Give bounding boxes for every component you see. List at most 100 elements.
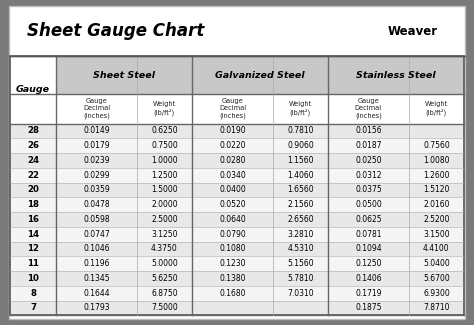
Text: 0.1793: 0.1793 bbox=[83, 303, 110, 312]
Text: Gauge
Decimal
(inches): Gauge Decimal (inches) bbox=[355, 98, 382, 119]
Text: 2.1560: 2.1560 bbox=[287, 200, 314, 209]
Text: 7.0310: 7.0310 bbox=[287, 289, 314, 298]
Text: 0.0239: 0.0239 bbox=[83, 156, 110, 165]
Text: 0.0190: 0.0190 bbox=[219, 126, 246, 136]
Text: 1.4060: 1.4060 bbox=[287, 171, 314, 180]
Text: 11: 11 bbox=[27, 259, 39, 268]
Text: 1.0080: 1.0080 bbox=[423, 156, 450, 165]
Text: 0.0400: 0.0400 bbox=[219, 186, 246, 194]
Bar bbox=[10, 183, 464, 197]
Text: 0.0156: 0.0156 bbox=[355, 126, 382, 136]
Text: 2.6560: 2.6560 bbox=[287, 215, 314, 224]
Bar bbox=[10, 153, 464, 168]
Text: 5.0400: 5.0400 bbox=[423, 259, 450, 268]
Text: 20: 20 bbox=[27, 186, 39, 194]
Text: 1.2500: 1.2500 bbox=[151, 171, 178, 180]
Text: 7.5000: 7.5000 bbox=[151, 303, 178, 312]
Bar bbox=[10, 124, 464, 138]
Text: Gauge
Decimal
(inches): Gauge Decimal (inches) bbox=[219, 98, 246, 119]
Text: Weight
(lb/ft²): Weight (lb/ft²) bbox=[289, 101, 312, 116]
Bar bbox=[56, 56, 191, 94]
Text: 1.1560: 1.1560 bbox=[287, 156, 314, 165]
Text: 2.0160: 2.0160 bbox=[423, 200, 450, 209]
Text: 0.0359: 0.0359 bbox=[83, 186, 110, 194]
Text: 0.7560: 0.7560 bbox=[423, 141, 450, 150]
Bar bbox=[10, 256, 464, 271]
Text: 0.1046: 0.1046 bbox=[83, 244, 110, 254]
Text: 4.3750: 4.3750 bbox=[151, 244, 178, 254]
Text: 0.1875: 0.1875 bbox=[355, 303, 382, 312]
Text: 0.0598: 0.0598 bbox=[83, 215, 110, 224]
Text: 0.1380: 0.1380 bbox=[219, 274, 246, 283]
Text: 24: 24 bbox=[27, 156, 39, 165]
Bar bbox=[10, 197, 464, 212]
Text: Sheet Steel: Sheet Steel bbox=[93, 71, 155, 80]
Text: 0.0312: 0.0312 bbox=[355, 171, 382, 180]
Text: 5.6700: 5.6700 bbox=[423, 274, 450, 283]
Text: 0.1250: 0.1250 bbox=[355, 259, 382, 268]
Text: 7.8710: 7.8710 bbox=[423, 303, 450, 312]
Text: Gauge: Gauge bbox=[16, 85, 50, 94]
Bar bbox=[10, 56, 464, 315]
Text: Galvanized Steel: Galvanized Steel bbox=[215, 71, 304, 80]
Text: 5.0000: 5.0000 bbox=[151, 259, 178, 268]
Text: 3.2810: 3.2810 bbox=[287, 230, 314, 239]
Text: 8: 8 bbox=[30, 289, 36, 298]
Text: 0.1230: 0.1230 bbox=[219, 259, 246, 268]
Text: 0.6250: 0.6250 bbox=[151, 126, 178, 136]
Text: 3.1250: 3.1250 bbox=[151, 230, 178, 239]
Text: 0.9060: 0.9060 bbox=[287, 141, 314, 150]
Text: 0.7810: 0.7810 bbox=[287, 126, 314, 136]
Text: 0.0781: 0.0781 bbox=[355, 230, 382, 239]
Bar bbox=[10, 241, 464, 256]
Text: Stainless Steel: Stainless Steel bbox=[356, 71, 436, 80]
Text: 0.0250: 0.0250 bbox=[355, 156, 382, 165]
Text: Weight
(lb/ft²): Weight (lb/ft²) bbox=[425, 101, 448, 116]
Text: Sheet Gauge Chart: Sheet Gauge Chart bbox=[27, 22, 205, 40]
Bar bbox=[328, 56, 464, 94]
Text: 0.1080: 0.1080 bbox=[219, 244, 246, 254]
Text: 0.1196: 0.1196 bbox=[83, 259, 110, 268]
Text: Weaver: Weaver bbox=[387, 25, 438, 38]
Text: 0.0220: 0.0220 bbox=[219, 141, 246, 150]
Text: 22: 22 bbox=[27, 171, 39, 180]
Text: 28: 28 bbox=[27, 126, 39, 136]
Bar bbox=[10, 301, 464, 315]
Text: 0.0179: 0.0179 bbox=[83, 141, 110, 150]
Text: 2.5000: 2.5000 bbox=[151, 215, 178, 224]
Text: 5.7810: 5.7810 bbox=[287, 274, 314, 283]
Text: 1.5120: 1.5120 bbox=[423, 186, 449, 194]
Text: 0.1680: 0.1680 bbox=[219, 289, 246, 298]
Text: 0.0790: 0.0790 bbox=[219, 230, 246, 239]
Text: 1.0000: 1.0000 bbox=[151, 156, 178, 165]
Text: 0.0187: 0.0187 bbox=[355, 141, 382, 150]
Text: 1.6560: 1.6560 bbox=[287, 186, 314, 194]
Text: 3.1500: 3.1500 bbox=[423, 230, 450, 239]
Text: 0.0520: 0.0520 bbox=[219, 200, 246, 209]
Text: 0.0149: 0.0149 bbox=[83, 126, 110, 136]
Text: Gauge
Decimal
(inches): Gauge Decimal (inches) bbox=[83, 98, 110, 119]
Text: Weight
(lb/ft²): Weight (lb/ft²) bbox=[153, 101, 176, 116]
Bar bbox=[10, 286, 464, 301]
Text: 2.0000: 2.0000 bbox=[151, 200, 178, 209]
Text: 14: 14 bbox=[27, 230, 39, 239]
Text: 1.2600: 1.2600 bbox=[423, 171, 450, 180]
Text: 4.5310: 4.5310 bbox=[287, 244, 314, 254]
Text: 10: 10 bbox=[27, 274, 39, 283]
Text: 0.0299: 0.0299 bbox=[83, 171, 110, 180]
Text: 0.0280: 0.0280 bbox=[219, 156, 246, 165]
Text: 0.0340: 0.0340 bbox=[219, 171, 246, 180]
Text: 0.0375: 0.0375 bbox=[355, 186, 382, 194]
Text: 26: 26 bbox=[27, 141, 39, 150]
Text: 0.1406: 0.1406 bbox=[355, 274, 382, 283]
Text: 16: 16 bbox=[27, 215, 39, 224]
Text: 4.4100: 4.4100 bbox=[423, 244, 450, 254]
Text: 0.1345: 0.1345 bbox=[83, 274, 110, 283]
Text: 1.5000: 1.5000 bbox=[151, 186, 178, 194]
Text: 5.1560: 5.1560 bbox=[287, 259, 314, 268]
Text: 2.5200: 2.5200 bbox=[423, 215, 450, 224]
Text: 0.1094: 0.1094 bbox=[355, 244, 382, 254]
Text: 0.0640: 0.0640 bbox=[219, 215, 246, 224]
Bar bbox=[191, 56, 328, 94]
Bar bbox=[10, 168, 464, 183]
